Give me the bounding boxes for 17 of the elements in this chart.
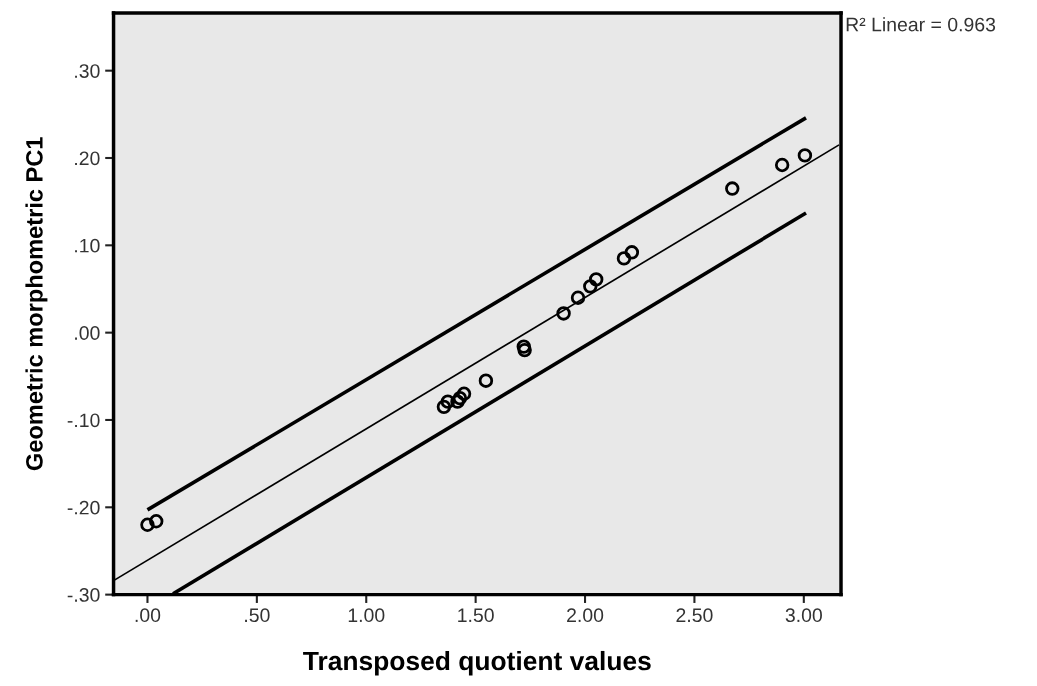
x-tick-label: 3.00 [785, 608, 822, 623]
y-tick-label: .10 [75, 238, 100, 253]
x-tick-label: 1.50 [458, 608, 494, 623]
x-tick-label: 2.00 [567, 608, 604, 623]
y-tick-label: .20 [75, 151, 100, 166]
x-axis-title: Transposed quotient values [303, 650, 651, 676]
y-tick-label: .00 [75, 326, 100, 340]
y-tick-label: -.30 [67, 588, 100, 602]
x-tick-label: .50 [245, 608, 270, 623]
x-tick-label: .00 [135, 608, 161, 623]
text: R² Linear = 0.963 [846, 17, 996, 32]
y-axis-title: Geometric morphometric PC1 [25, 137, 48, 471]
x-tick-label: 1.00 [348, 608, 385, 623]
y-tick-label: -.10 [67, 413, 100, 428]
x-tick-label: 2.50 [676, 608, 713, 623]
y-tick-label: -.20 [67, 500, 100, 515]
y-tick-label: .30 [75, 64, 100, 78]
